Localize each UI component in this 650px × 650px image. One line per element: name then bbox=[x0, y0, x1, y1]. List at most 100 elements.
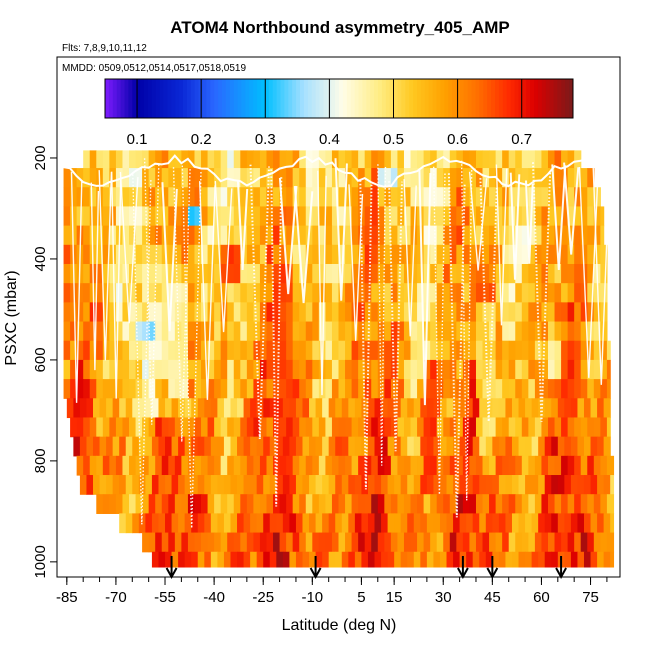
heatmap-cell bbox=[374, 436, 382, 457]
heatmap-cell bbox=[318, 263, 327, 284]
heatmap-cell bbox=[518, 475, 526, 495]
heatmap-cell bbox=[341, 436, 349, 457]
heatmap-cell bbox=[194, 379, 202, 399]
heatmap-cell bbox=[417, 359, 425, 380]
chart-title: ATOM4 Northbound asymmetry_405_AMP bbox=[170, 18, 509, 37]
heatmap-cell bbox=[142, 417, 150, 438]
heatmap-cell bbox=[148, 532, 156, 553]
heatmap-cell bbox=[384, 225, 392, 246]
heatmap-cell bbox=[475, 379, 484, 399]
heatmap-cell bbox=[583, 475, 592, 495]
colorbar-strip bbox=[167, 79, 172, 118]
heatmap-cell bbox=[279, 455, 287, 476]
contour-trace bbox=[418, 169, 432, 406]
heatmap-cell bbox=[567, 379, 575, 399]
heatmap-cell bbox=[266, 494, 274, 514]
heatmap-cell bbox=[502, 283, 510, 303]
heatmap-cell bbox=[312, 417, 320, 438]
heatmap-cell bbox=[459, 475, 467, 495]
heatmap-cell bbox=[410, 302, 418, 323]
heatmap-cell bbox=[462, 244, 471, 265]
colorbar-strip bbox=[518, 79, 523, 118]
heatmap-cell bbox=[197, 475, 205, 495]
heatmap-cell bbox=[115, 150, 124, 169]
heatmap-cell bbox=[197, 398, 205, 419]
heatmap-cell bbox=[384, 168, 392, 188]
heatmap-cell bbox=[220, 417, 228, 438]
heatmap-cell bbox=[289, 513, 297, 534]
colorbar-strip bbox=[222, 79, 227, 118]
heatmap-cell bbox=[547, 455, 556, 476]
heatmap-cell bbox=[115, 187, 124, 208]
heatmap-cell bbox=[338, 225, 346, 246]
heatmap-cell bbox=[109, 340, 117, 361]
heatmap-cell bbox=[325, 225, 333, 246]
colorbar-strip bbox=[303, 79, 309, 118]
heatmap-cell bbox=[371, 225, 379, 246]
heatmap-cell bbox=[253, 206, 261, 227]
heatmap-cell bbox=[312, 321, 320, 342]
heatmap-cell bbox=[178, 513, 186, 534]
heatmap-cell bbox=[125, 398, 133, 419]
heatmap-cell bbox=[227, 379, 235, 399]
contour-trace bbox=[479, 178, 498, 422]
heatmap-cell bbox=[420, 551, 428, 568]
heatmap-cell bbox=[197, 436, 205, 457]
heatmap-cell bbox=[443, 283, 451, 303]
colorbar-strip bbox=[335, 79, 340, 118]
heatmap-cell bbox=[338, 168, 346, 188]
heatmap-cell bbox=[525, 398, 533, 419]
heatmap-cell bbox=[377, 168, 385, 188]
heatmap-cell bbox=[534, 225, 543, 246]
heatmap-cell bbox=[489, 494, 497, 514]
heatmap-cell bbox=[407, 398, 415, 419]
colorbar-tick-label: 0.4 bbox=[319, 131, 340, 148]
heatmap-cell bbox=[574, 379, 582, 399]
heatmap-cell bbox=[142, 321, 150, 342]
heatmap-cell bbox=[269, 475, 277, 495]
heatmap-cell bbox=[178, 398, 186, 419]
heatmap-cell bbox=[361, 551, 369, 568]
heatmap-cell bbox=[381, 513, 389, 534]
heatmap-cell bbox=[554, 359, 562, 380]
heatmap-cell bbox=[331, 340, 340, 361]
heatmap-cell bbox=[286, 455, 294, 476]
heatmap-cell bbox=[142, 283, 150, 303]
heatmap-cell bbox=[292, 455, 300, 476]
heatmap-cell bbox=[220, 359, 228, 380]
contour-trace bbox=[563, 162, 580, 255]
heatmap-cell bbox=[564, 551, 572, 568]
heatmap-cell bbox=[96, 244, 104, 265]
heatmap-cell bbox=[106, 475, 114, 495]
heatmap-cell bbox=[574, 283, 582, 303]
heatmap-cell bbox=[371, 263, 379, 284]
heatmap-cell bbox=[390, 206, 399, 227]
colorbar-strip bbox=[346, 79, 352, 118]
heatmap-cell bbox=[345, 340, 353, 361]
heatmap-cell bbox=[273, 206, 281, 227]
heatmap-cell bbox=[364, 206, 372, 227]
colorbar-strip bbox=[459, 79, 465, 118]
heatmap-cell bbox=[384, 206, 392, 227]
heatmap-cell bbox=[495, 417, 503, 438]
heatmap-cell bbox=[233, 168, 241, 188]
heatmap-cell bbox=[318, 532, 327, 553]
heatmap-cell bbox=[151, 551, 160, 568]
heatmap-cell bbox=[515, 417, 523, 438]
heatmap-cell bbox=[593, 206, 601, 227]
heatmap-cell bbox=[168, 359, 176, 380]
heatmap-cell bbox=[305, 187, 313, 208]
heatmap-cell bbox=[371, 168, 379, 188]
heatmap-cell bbox=[407, 436, 415, 457]
heatmap-cell bbox=[469, 532, 477, 553]
heatmap-cell bbox=[325, 359, 333, 380]
heatmap-cell bbox=[201, 379, 209, 399]
heatmap-cell bbox=[269, 398, 277, 419]
heatmap-cell bbox=[292, 244, 300, 265]
heatmap-cell bbox=[570, 551, 579, 568]
heatmap-cell bbox=[135, 494, 143, 514]
heatmap-cell bbox=[155, 150, 163, 169]
heatmap-cell bbox=[204, 436, 212, 457]
colorbar-strip bbox=[112, 79, 118, 118]
contour-trace bbox=[359, 180, 373, 490]
